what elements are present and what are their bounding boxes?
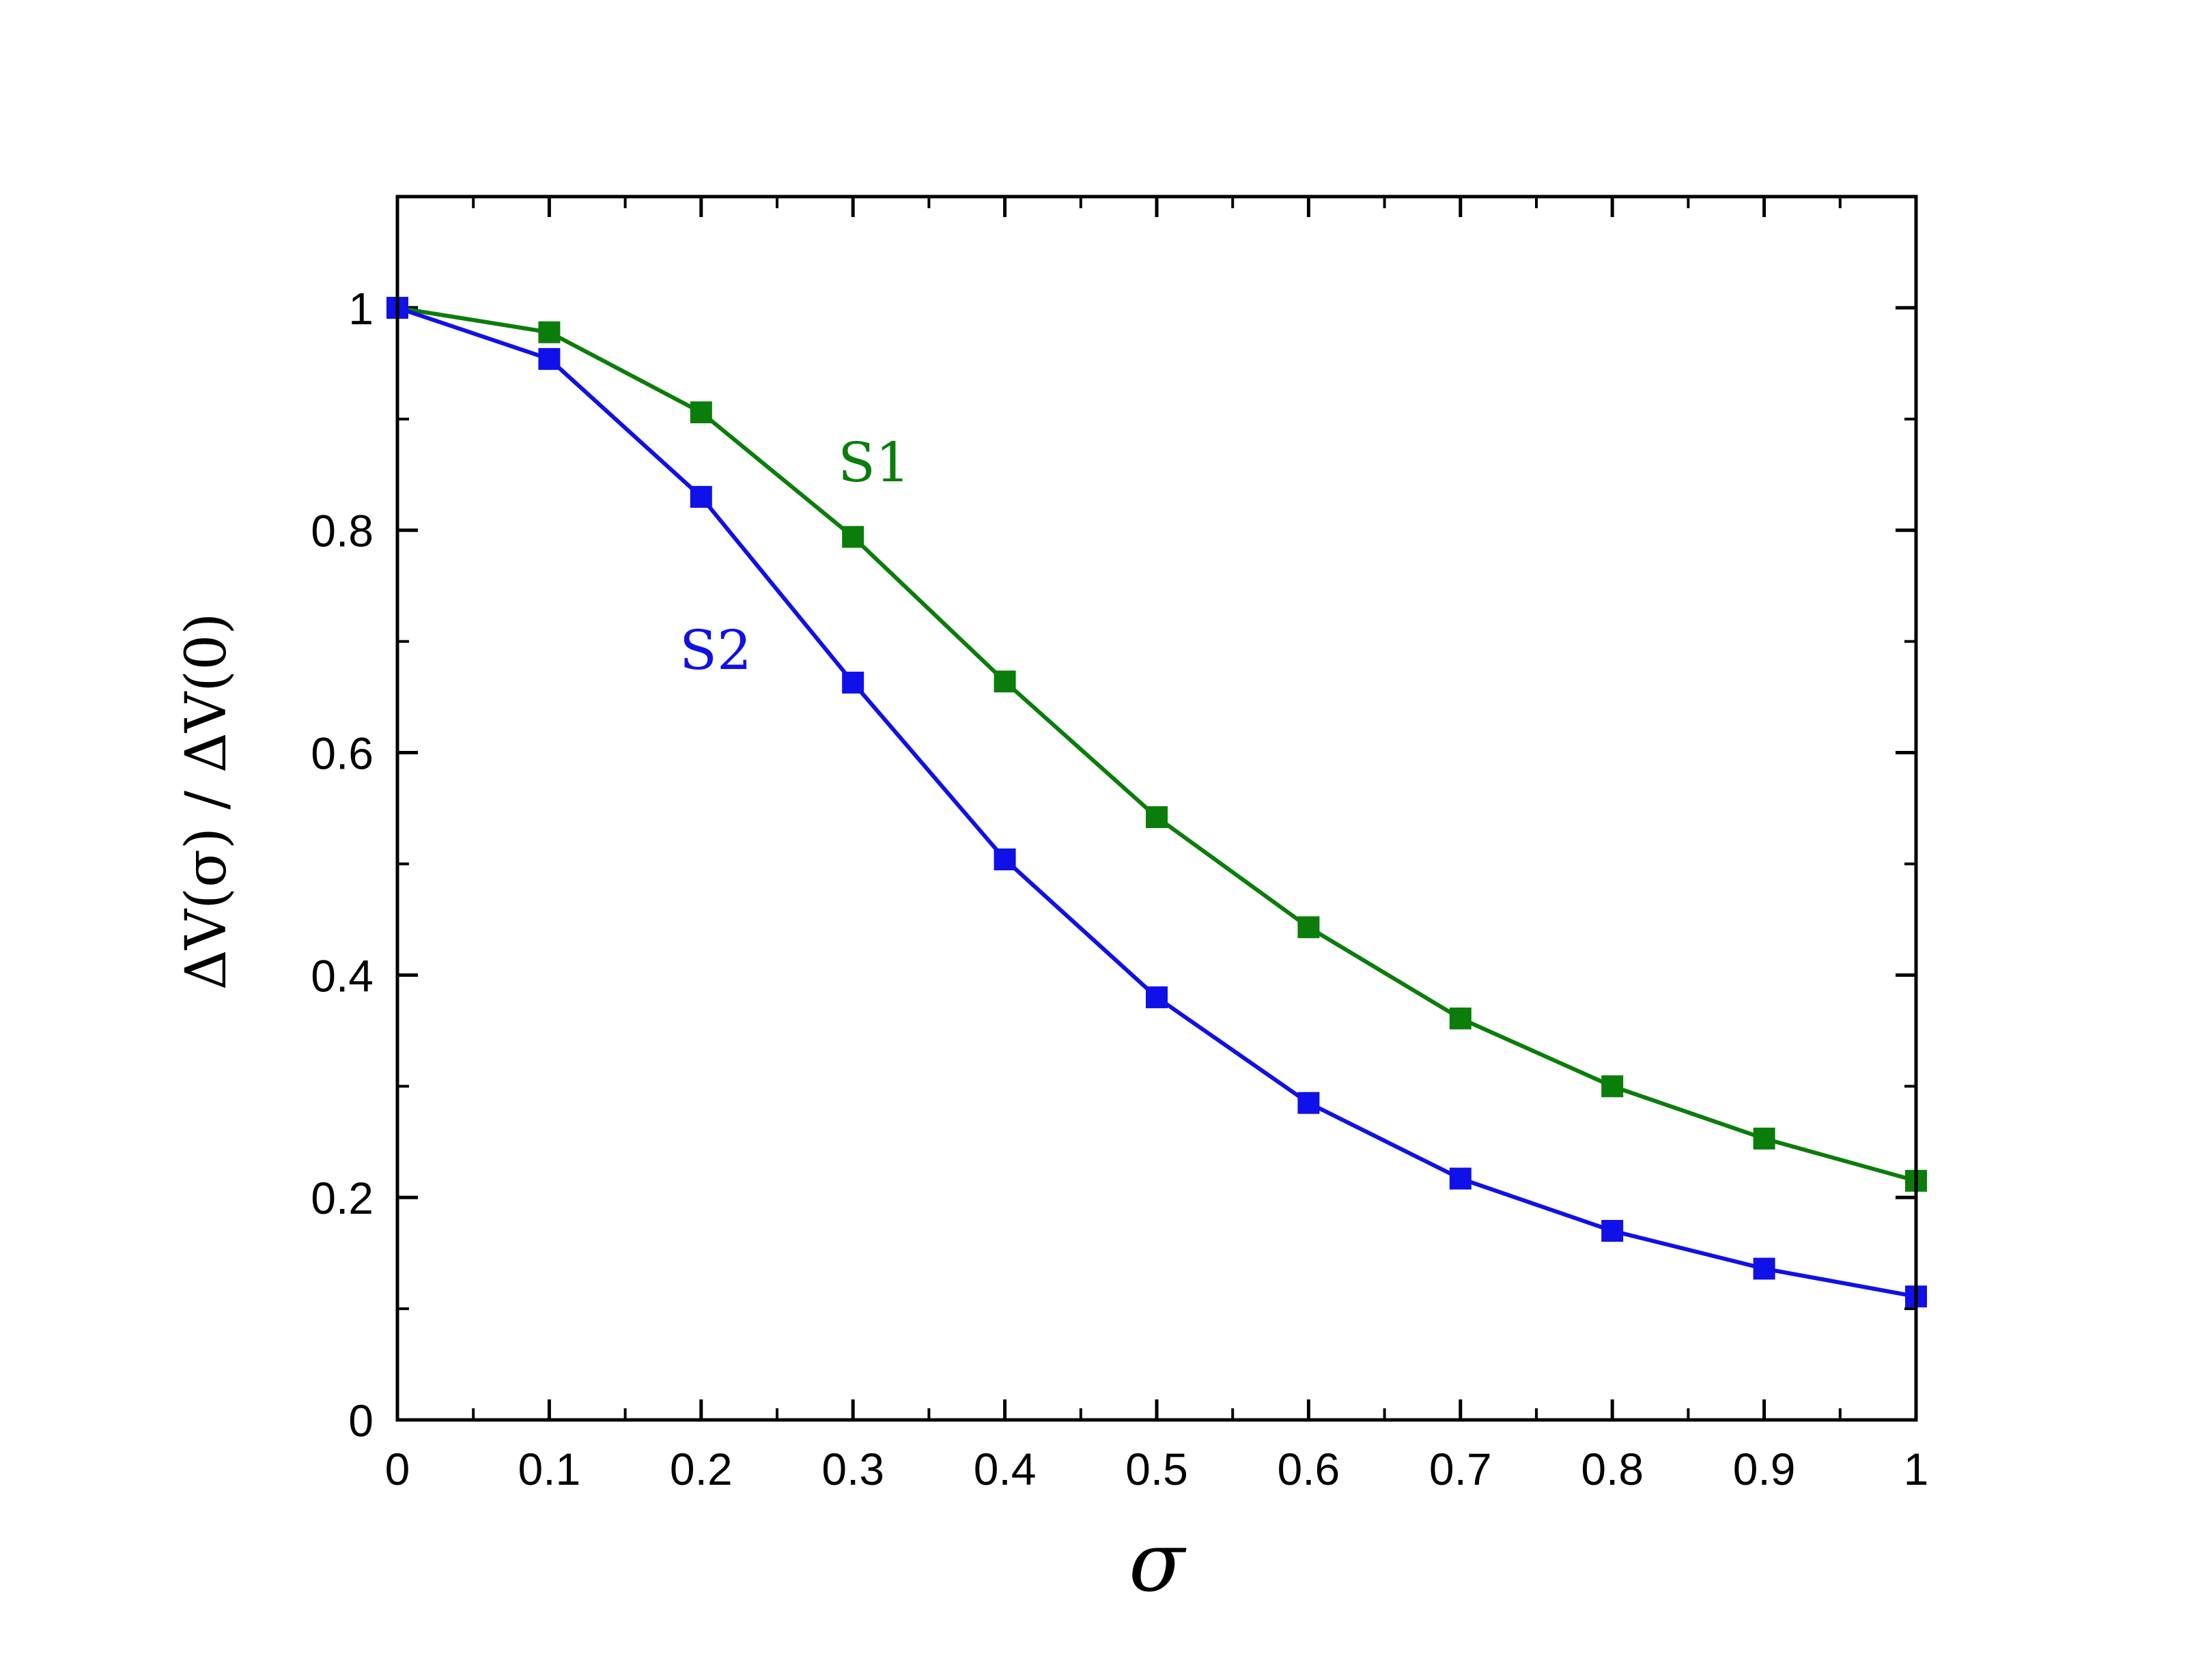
data-point <box>1146 806 1168 829</box>
data-point <box>1146 986 1168 1008</box>
data-point <box>1601 1075 1624 1098</box>
data-point <box>994 848 1016 870</box>
minor-ticks <box>397 195 1916 1420</box>
x-tick-label: 0.2 <box>670 1444 733 1494</box>
x-tick-label: 1 <box>1904 1444 1929 1494</box>
x-tick-label: 0.4 <box>974 1444 1037 1494</box>
major-ticks <box>395 197 1918 1422</box>
data-point <box>1753 1127 1775 1150</box>
data-point <box>690 401 712 424</box>
x-tick-label: 0.3 <box>821 1444 884 1494</box>
data-point <box>538 347 561 370</box>
data-point <box>994 670 1016 693</box>
series-s1 <box>386 296 1927 1192</box>
data-point <box>690 485 712 508</box>
data-point <box>1449 1167 1472 1190</box>
series-label-s1: S1 <box>838 431 910 494</box>
y-tick-label: 0.4 <box>311 950 374 1001</box>
y-tick-label: 0.2 <box>311 1173 374 1223</box>
series-label-s2: S2 <box>679 618 752 682</box>
y-tick-label: 0.6 <box>311 728 374 779</box>
y-tick-label: 0 <box>348 1395 374 1446</box>
y-tick-label: 1 <box>348 283 374 334</box>
x-tick-label: 0.9 <box>1733 1444 1796 1494</box>
x-tick-label: 0.8 <box>1581 1444 1644 1494</box>
data-point <box>1297 1092 1320 1114</box>
x-tick-label: 0.7 <box>1429 1444 1492 1494</box>
y-tick-label: 0.8 <box>311 506 374 556</box>
data-point <box>538 321 561 343</box>
series-line-s2 <box>397 306 1917 1299</box>
y-tick-labels: 0 0.2 0.4 0.6 0.8 1 <box>311 283 374 1446</box>
data-point <box>1753 1257 1775 1280</box>
series-layer <box>386 296 1927 1308</box>
data-point <box>842 526 864 548</box>
x-tick-label: 0 <box>385 1444 410 1494</box>
data-point <box>1297 916 1320 939</box>
data-point <box>1601 1220 1624 1242</box>
data-point <box>842 671 864 694</box>
x-tick-label: 0.6 <box>1278 1444 1340 1494</box>
x-tick-labels: 0 0.1 0.2 0.3 0.4 0.5 0.6 0.7 0.8 0.9 1 <box>385 1444 1929 1494</box>
x-tick-label: 0.5 <box>1125 1444 1188 1494</box>
x-tick-label: 0.1 <box>518 1444 581 1494</box>
y-axis-label: ΔV(σ) / ΔV(0) <box>174 613 239 991</box>
data-point <box>1449 1007 1472 1029</box>
series-s2 <box>386 296 1927 1308</box>
plot-frame <box>395 195 1918 1422</box>
x-axis-label: σ <box>1129 1515 1187 1610</box>
series-line-s1 <box>397 305 1917 1183</box>
